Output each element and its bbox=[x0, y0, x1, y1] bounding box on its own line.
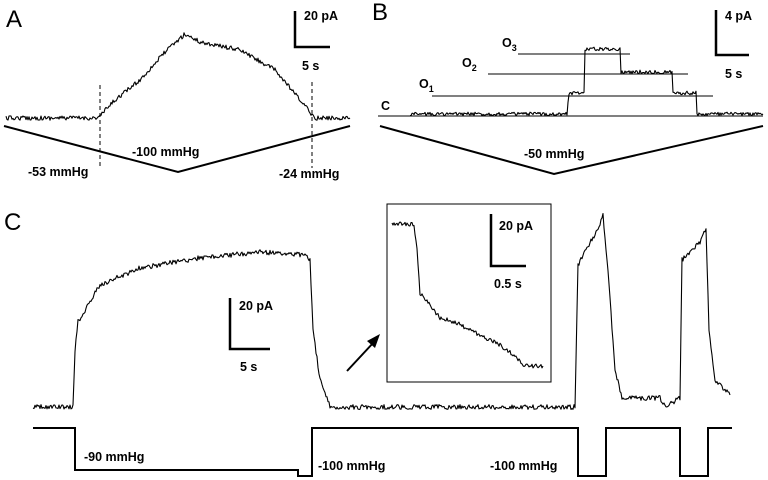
panel-c: C 20 pA 5 s 20 pA 0.5 s -90 mmHg -100 mm… bbox=[4, 203, 732, 477]
panel-a-pressure-start-label: -53 mmHg bbox=[28, 165, 88, 179]
panel-c-pressure-3-label: -100 mmHg bbox=[490, 459, 557, 473]
panel-c-letter: C bbox=[4, 209, 21, 236]
panel-a-current-trace bbox=[5, 32, 351, 121]
panel-b-o1-label: O1 bbox=[419, 77, 434, 94]
panel-c-scale-x-label: 5 s bbox=[240, 360, 257, 374]
panel-b: B C O1 O2 O3 -50 mmHg 4 pA 5 s bbox=[372, 0, 764, 176]
panel-b-pressure-label: -50 mmHg bbox=[524, 147, 584, 161]
panel-c-scale-y-label: 20 pA bbox=[239, 299, 273, 313]
panel-a-letter: A bbox=[6, 6, 22, 33]
panel-b-scale-x-label: 5 s bbox=[725, 67, 742, 81]
panel-c-pressure-protocol bbox=[33, 427, 732, 477]
panel-a-pressure-ramp bbox=[3, 125, 351, 174]
panel-b-o3-label: O3 bbox=[502, 36, 517, 53]
panel-c-inset-scale-x-label: 0.5 s bbox=[494, 277, 522, 291]
panel-c-pressure-2-label: -100 mmHg bbox=[318, 459, 385, 473]
panel-c-inset-scale-bar bbox=[489, 214, 526, 268]
panel-c-inset-scale-y-label: 20 pA bbox=[499, 219, 533, 233]
panel-c-current-trace bbox=[32, 212, 731, 410]
panel-a: A 20 pA 5 s -100 mmHg -53 mmHg -24 mmHg bbox=[3, 6, 351, 181]
panel-a-scale-x-label: 5 s bbox=[302, 59, 319, 73]
panel-c-pressure-1-label: -90 mmHg bbox=[84, 450, 144, 464]
panel-c-inset-frame bbox=[386, 203, 552, 383]
panel-c-scale-bar bbox=[228, 298, 270, 351]
panel-a-scale-bar bbox=[293, 11, 330, 49]
panel-b-current-trace bbox=[409, 46, 764, 117]
panel-a-scale-y-label: 20 pA bbox=[304, 9, 338, 23]
panel-b-pressure-ramp bbox=[379, 125, 764, 176]
panel-c-inset-arrow-line bbox=[346, 341, 375, 372]
panel-b-closed-label: C bbox=[381, 99, 390, 113]
panel-b-letter: B bbox=[372, 0, 388, 26]
panel-a-pressure-peak-label: -100 mmHg bbox=[132, 145, 199, 159]
panel-b-scale-bar bbox=[714, 10, 749, 57]
panel-c-inset-arrow-head bbox=[367, 334, 380, 348]
panel-c-inset-trace bbox=[391, 221, 544, 369]
panel-c-inset: 20 pA 0.5 s bbox=[386, 203, 552, 383]
panel-a-pressure-end-label: -24 mmHg bbox=[279, 167, 339, 181]
panel-b-scale-y-label: 4 pA bbox=[725, 9, 752, 23]
panel-b-o2-label: O2 bbox=[462, 56, 477, 73]
